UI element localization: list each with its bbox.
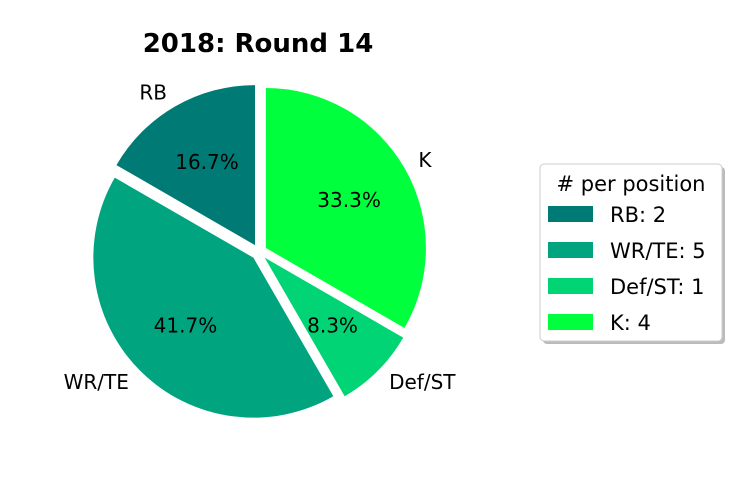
chart-title: 2018: Round 14 (143, 29, 374, 59)
legend-swatch-rb (548, 206, 593, 222)
legend-entry-rb: RB: 2 (610, 203, 666, 227)
legend-entry-wr-te: WR/TE: 5 (610, 239, 706, 263)
legend: # per position RB: 2 WR/TE: 5 Def/ST: 1 K: … (539, 163, 725, 344)
legend-swatch-def-st (548, 278, 593, 294)
percent-label-k: 33.3% (317, 188, 381, 212)
slice-def-st (264, 257, 404, 397)
category-label-def-st: Def/ST (389, 370, 456, 394)
pie-labels: 16.7% RB 41.7% WR/TE 8.3% Def/ST 33.3% K (64, 81, 457, 394)
category-label-rb: RB (139, 81, 167, 105)
category-label-k: K (418, 148, 432, 172)
slice-wr-te (93, 177, 334, 418)
slice-k (265, 88, 426, 328)
legend-swatch-wr-te (548, 242, 593, 258)
category-label-wr-te: WR/TE (64, 370, 129, 394)
legend-title: # per position (556, 172, 705, 196)
percent-label-def-st: 8.3% (307, 314, 358, 338)
legend-items: RB: 2 WR/TE: 5 Def/ST: 1 K: 4 (548, 203, 706, 335)
legend-entry-k: K: 4 (610, 311, 651, 335)
percent-label-rb: 16.7% (175, 150, 239, 174)
legend-swatch-k (548, 314, 593, 330)
legend-entry-def-st: Def/ST: 1 (610, 275, 705, 299)
pie-slices (93, 85, 426, 418)
slice-rb (116, 85, 255, 246)
percent-label-wr-te: 41.7% (154, 314, 218, 338)
